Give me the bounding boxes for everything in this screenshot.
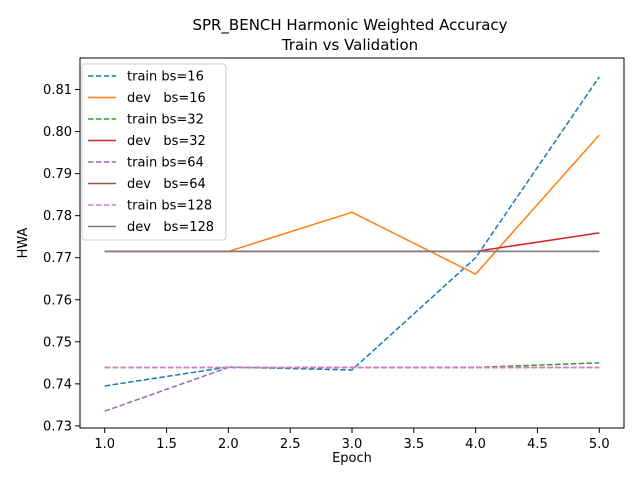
y-tick-label: 0.76: [43, 293, 72, 308]
y-axis-label: HWA: [16, 227, 31, 258]
x-tick-label: 2.5: [280, 437, 301, 452]
legend-label-7: dev bs=128: [127, 220, 214, 235]
chart-title-line-1: SPR_BENCH Harmonic Weighted Accuracy: [192, 16, 507, 35]
legend-label-6: train bs=128: [127, 199, 212, 214]
y-tick-label: 0.79: [43, 167, 72, 182]
legend-label-4: train bs=64: [127, 156, 204, 171]
legend-frame: [81, 63, 227, 241]
y-tick-label: 0.80: [43, 125, 72, 140]
series-lines: [104, 76, 600, 412]
y-tick-label: 0.74: [43, 377, 72, 392]
x-axis-ticks: 1.0 1.5 2.0 2.5 3.0 3.5 4.0 4.5 5.0: [94, 428, 610, 452]
x-tick-label: 4.0: [465, 437, 486, 452]
x-axis-label: Epoch: [332, 451, 372, 466]
y-tick-label: 0.73: [43, 419, 72, 434]
legend-label-0: train bs=16: [127, 70, 204, 85]
x-tick-label: 3.0: [342, 437, 363, 452]
legend: train bs=16 dev bs=16 train bs=32 dev bs=32…: [81, 63, 227, 241]
y-tick-label: 0.75: [43, 335, 72, 350]
y-axis-ticks: 0.73 0.74 0.75 0.76 0.77 0.78 0.79 0.80 0.81: [43, 83, 80, 434]
y-tick-label: 0.77: [43, 251, 72, 266]
x-tick-label: 1.0: [94, 437, 115, 452]
y-tick-label: 0.78: [43, 209, 72, 224]
x-tick-label: 1.5: [156, 437, 177, 452]
legend-label-3: dev bs=32: [127, 134, 206, 149]
x-tick-label: 3.5: [403, 437, 424, 452]
legend-label-1: dev bs=16: [127, 91, 206, 106]
chart-title-line-2: Train vs Validation: [281, 36, 418, 54]
x-tick-label: 4.5: [527, 437, 548, 452]
legend-label-5: dev bs=64: [127, 177, 206, 192]
x-tick-label: 2.0: [218, 437, 239, 452]
y-tick-label: 0.81: [43, 83, 72, 98]
series-line-0: [104, 76, 600, 387]
plot-area-frame: [79, 57, 625, 429]
legend-label-2: train bs=32: [127, 113, 204, 128]
x-tick-label: 5.0: [589, 437, 610, 452]
